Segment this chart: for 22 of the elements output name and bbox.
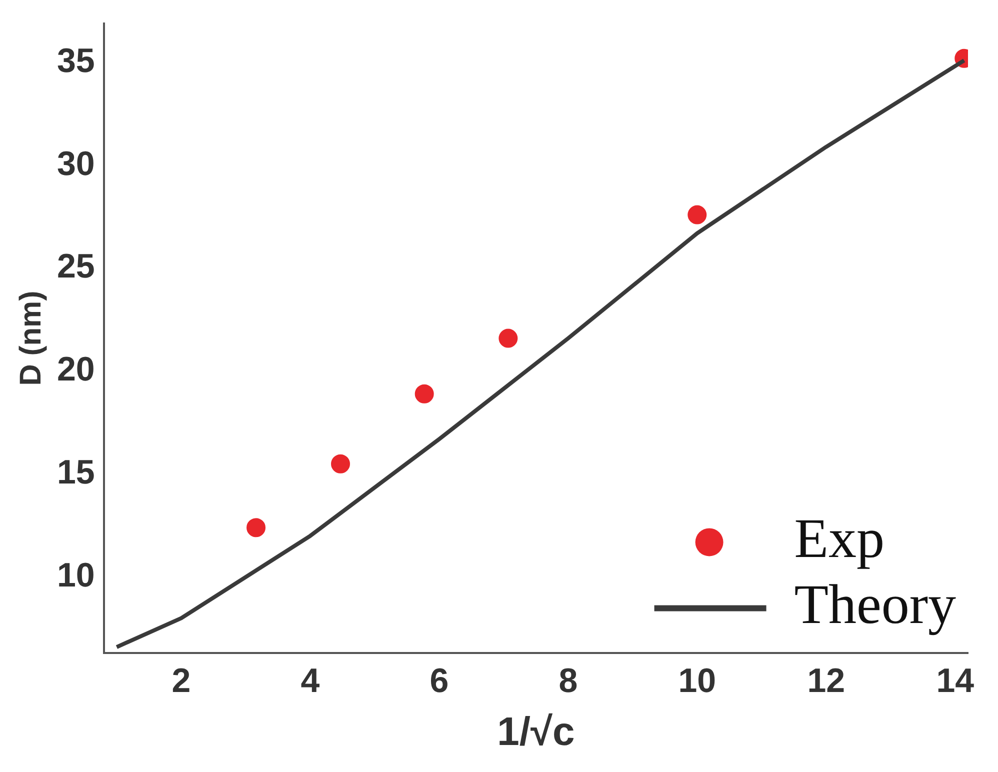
point xyxy=(688,205,707,224)
x-tick-label: 14 xyxy=(936,662,974,700)
point xyxy=(498,328,518,348)
x-tick-label: 12 xyxy=(807,662,846,700)
legend-label: Theory xyxy=(794,574,956,636)
y-tick-label: 15 xyxy=(56,454,95,492)
y-tick-label: 25 xyxy=(56,248,95,286)
point xyxy=(331,454,350,474)
y-tick-label: 10 xyxy=(56,556,95,594)
x-tick-label: 6 xyxy=(430,662,449,700)
legend-label: Exp xyxy=(794,508,885,570)
x-tick-label: 10 xyxy=(678,662,716,700)
x-axis-title: 1/√c xyxy=(497,710,575,754)
point xyxy=(246,518,266,538)
x-tick-label: 2 xyxy=(172,662,191,700)
y-tick-label: 20 xyxy=(56,350,95,389)
y-axis-title: D (nm) xyxy=(14,290,48,386)
y-tick-label: 30 xyxy=(56,144,95,183)
point xyxy=(414,384,434,404)
x-tick-label: 4 xyxy=(300,662,320,700)
y-tick-label: 35 xyxy=(56,42,95,80)
x-tick-label: 8 xyxy=(558,662,578,700)
